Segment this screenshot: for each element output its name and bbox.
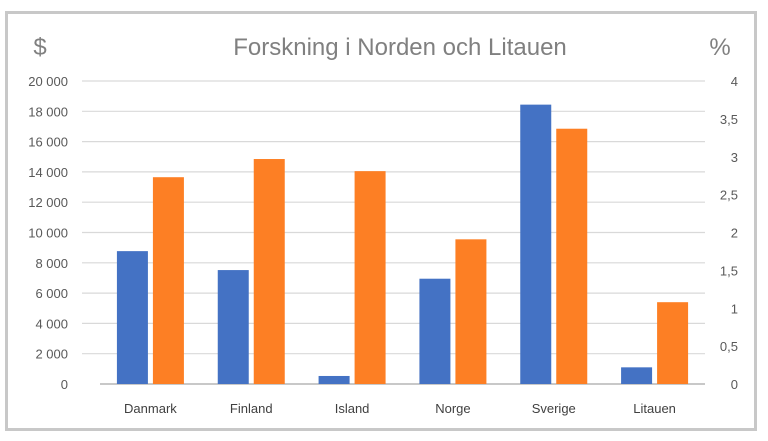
category-label: Norge xyxy=(435,401,470,416)
right-tick-label: 3,5 xyxy=(720,112,738,127)
bar-sverige-percent xyxy=(556,128,588,384)
left-tick-label: 18 000 xyxy=(28,104,68,119)
bar-finland-dollar xyxy=(217,270,249,384)
bar-litauen-percent xyxy=(657,302,689,384)
left-tick-label: 12 000 xyxy=(28,195,68,210)
left-tick-label: 6 000 xyxy=(35,286,68,301)
right-tick-label: 3 xyxy=(731,150,738,165)
right-tick-label: 2 xyxy=(731,226,738,241)
right-tick-label: 0 xyxy=(731,377,738,392)
bar-danmark-dollar xyxy=(116,251,148,384)
left-tick-label: 20 000 xyxy=(28,74,68,89)
category-label: Sverige xyxy=(532,401,576,416)
category-label: Litauen xyxy=(633,401,676,416)
right-tick-label: 2,5 xyxy=(720,188,738,203)
bar-norge-dollar xyxy=(419,278,451,384)
bar-finland-percent xyxy=(253,159,285,384)
bar-island-dollar xyxy=(318,375,350,384)
right-axis-label: % xyxy=(709,34,730,61)
left-tick-label: 2 000 xyxy=(35,347,68,362)
bar-danmark-percent xyxy=(152,177,184,384)
bar-island-percent xyxy=(354,171,386,384)
right-tick-label: 1 xyxy=(731,301,738,316)
bar-litauen-dollar xyxy=(621,367,653,384)
chart-frame xyxy=(5,11,757,431)
right-tick-label: 0,5 xyxy=(720,339,738,354)
right-tick-label: 4 xyxy=(731,74,738,89)
left-tick-label: 4 000 xyxy=(35,316,68,331)
left-tick-label: 14 000 xyxy=(28,165,68,180)
bar-sverige-dollar xyxy=(520,104,552,384)
chart-title: Forskning i Norden och Litauen xyxy=(233,34,567,61)
category-label: Finland xyxy=(230,401,273,416)
category-label: Island xyxy=(335,401,370,416)
left-tick-label: 0 xyxy=(61,377,68,392)
left-tick-label: 8 000 xyxy=(35,256,68,271)
category-label: Danmark xyxy=(124,401,177,416)
left-axis-label: $ xyxy=(33,34,46,61)
left-tick-label: 16 000 xyxy=(28,135,68,150)
bar-norge-percent xyxy=(455,239,487,384)
left-tick-label: 10 000 xyxy=(28,226,68,241)
right-tick-label: 1,5 xyxy=(720,263,738,278)
